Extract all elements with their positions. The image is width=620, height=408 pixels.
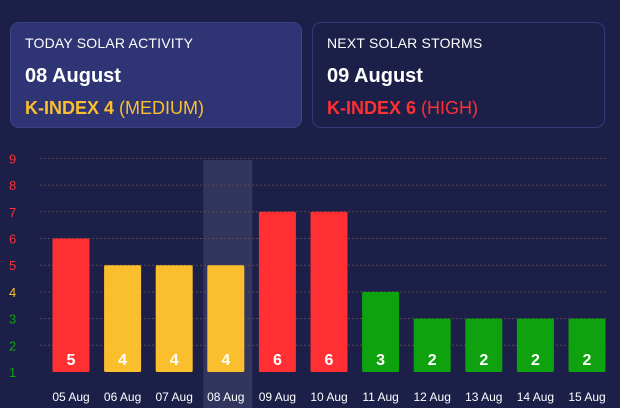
bar	[104, 265, 142, 372]
bar	[155, 265, 193, 372]
bar-value-label: 2	[531, 352, 540, 369]
today-card-label: TODAY SOLAR ACTIVITY	[25, 35, 194, 51]
kindex-bar-chart: 1 2 3 4 5 6 7 8 9 5 05 Aug 4 06 Aug 4 07 Aug 4 08 Aug 6 09…	[9, 151, 606, 408]
bar-value-label: 4	[118, 352, 127, 369]
bar	[207, 265, 245, 372]
bar-value-label: 3	[376, 352, 385, 369]
bar	[310, 211, 348, 372]
y-tick-label: 9	[9, 151, 16, 166]
bar-value-label: 2	[583, 352, 592, 369]
x-tick-label: 10 Aug	[310, 390, 347, 404]
today-kindex-line: K-INDEX 4 (MEDIUM)	[25, 98, 287, 120]
x-tick-label: 05 Aug	[52, 390, 89, 404]
x-tick-label: 13 Aug	[465, 390, 502, 404]
bar	[568, 318, 606, 372]
y-tick-label: 5	[9, 258, 16, 273]
next-card-label: NEXT SOLAR STORMS	[327, 35, 483, 51]
y-tick-label: 8	[9, 178, 16, 193]
x-tick-label: 14 Aug	[517, 390, 554, 404]
next-date: 09 August	[327, 65, 423, 87]
bar	[258, 211, 296, 372]
bar-value-label: 2	[428, 352, 437, 369]
y-tick-label: 1	[9, 365, 16, 380]
bar-value-label: 4	[221, 352, 230, 369]
bar	[516, 318, 554, 372]
x-tick-label: 11 Aug	[362, 390, 398, 404]
today-kindex-level: (MEDIUM)	[119, 98, 205, 118]
y-tick-label: 4	[9, 285, 16, 300]
y-tick-label: 6	[9, 232, 16, 247]
bar-value-label: 6	[325, 352, 334, 369]
bar-value-label: 5	[67, 352, 76, 369]
x-tick-label: 12 Aug	[414, 390, 451, 404]
x-tick-label: 07 Aug	[156, 390, 193, 404]
y-tick-label: 2	[9, 338, 16, 353]
next-storm-card: NEXT SOLAR STORMS 09 August K-INDEX 6 (H…	[312, 22, 605, 128]
bar-value-label: 4	[170, 352, 179, 369]
bar-value-label: 6	[273, 352, 282, 369]
today-kindex-value: K-INDEX 4	[25, 98, 115, 118]
bar	[413, 318, 451, 372]
bar-value-label: 2	[479, 352, 488, 369]
today-activity-card: TODAY SOLAR ACTIVITY 08 August K-INDEX 4…	[10, 22, 302, 128]
x-tick-label: 15 Aug	[568, 390, 605, 404]
next-kindex-value: K-INDEX 6	[327, 98, 417, 118]
today-date: 08 August	[25, 65, 121, 87]
next-kindex-level: (HIGH)	[421, 98, 479, 118]
y-tick-label: 7	[9, 205, 16, 220]
bar	[465, 318, 503, 372]
x-tick-label: 08 Aug	[207, 390, 244, 404]
x-tick-label: 06 Aug	[104, 390, 141, 404]
bar	[362, 291, 400, 372]
next-kindex-line: K-INDEX 6 (HIGH)	[327, 98, 590, 120]
x-tick-label: 09 Aug	[259, 390, 296, 404]
y-tick-label: 3	[9, 312, 16, 327]
bar	[52, 238, 90, 372]
